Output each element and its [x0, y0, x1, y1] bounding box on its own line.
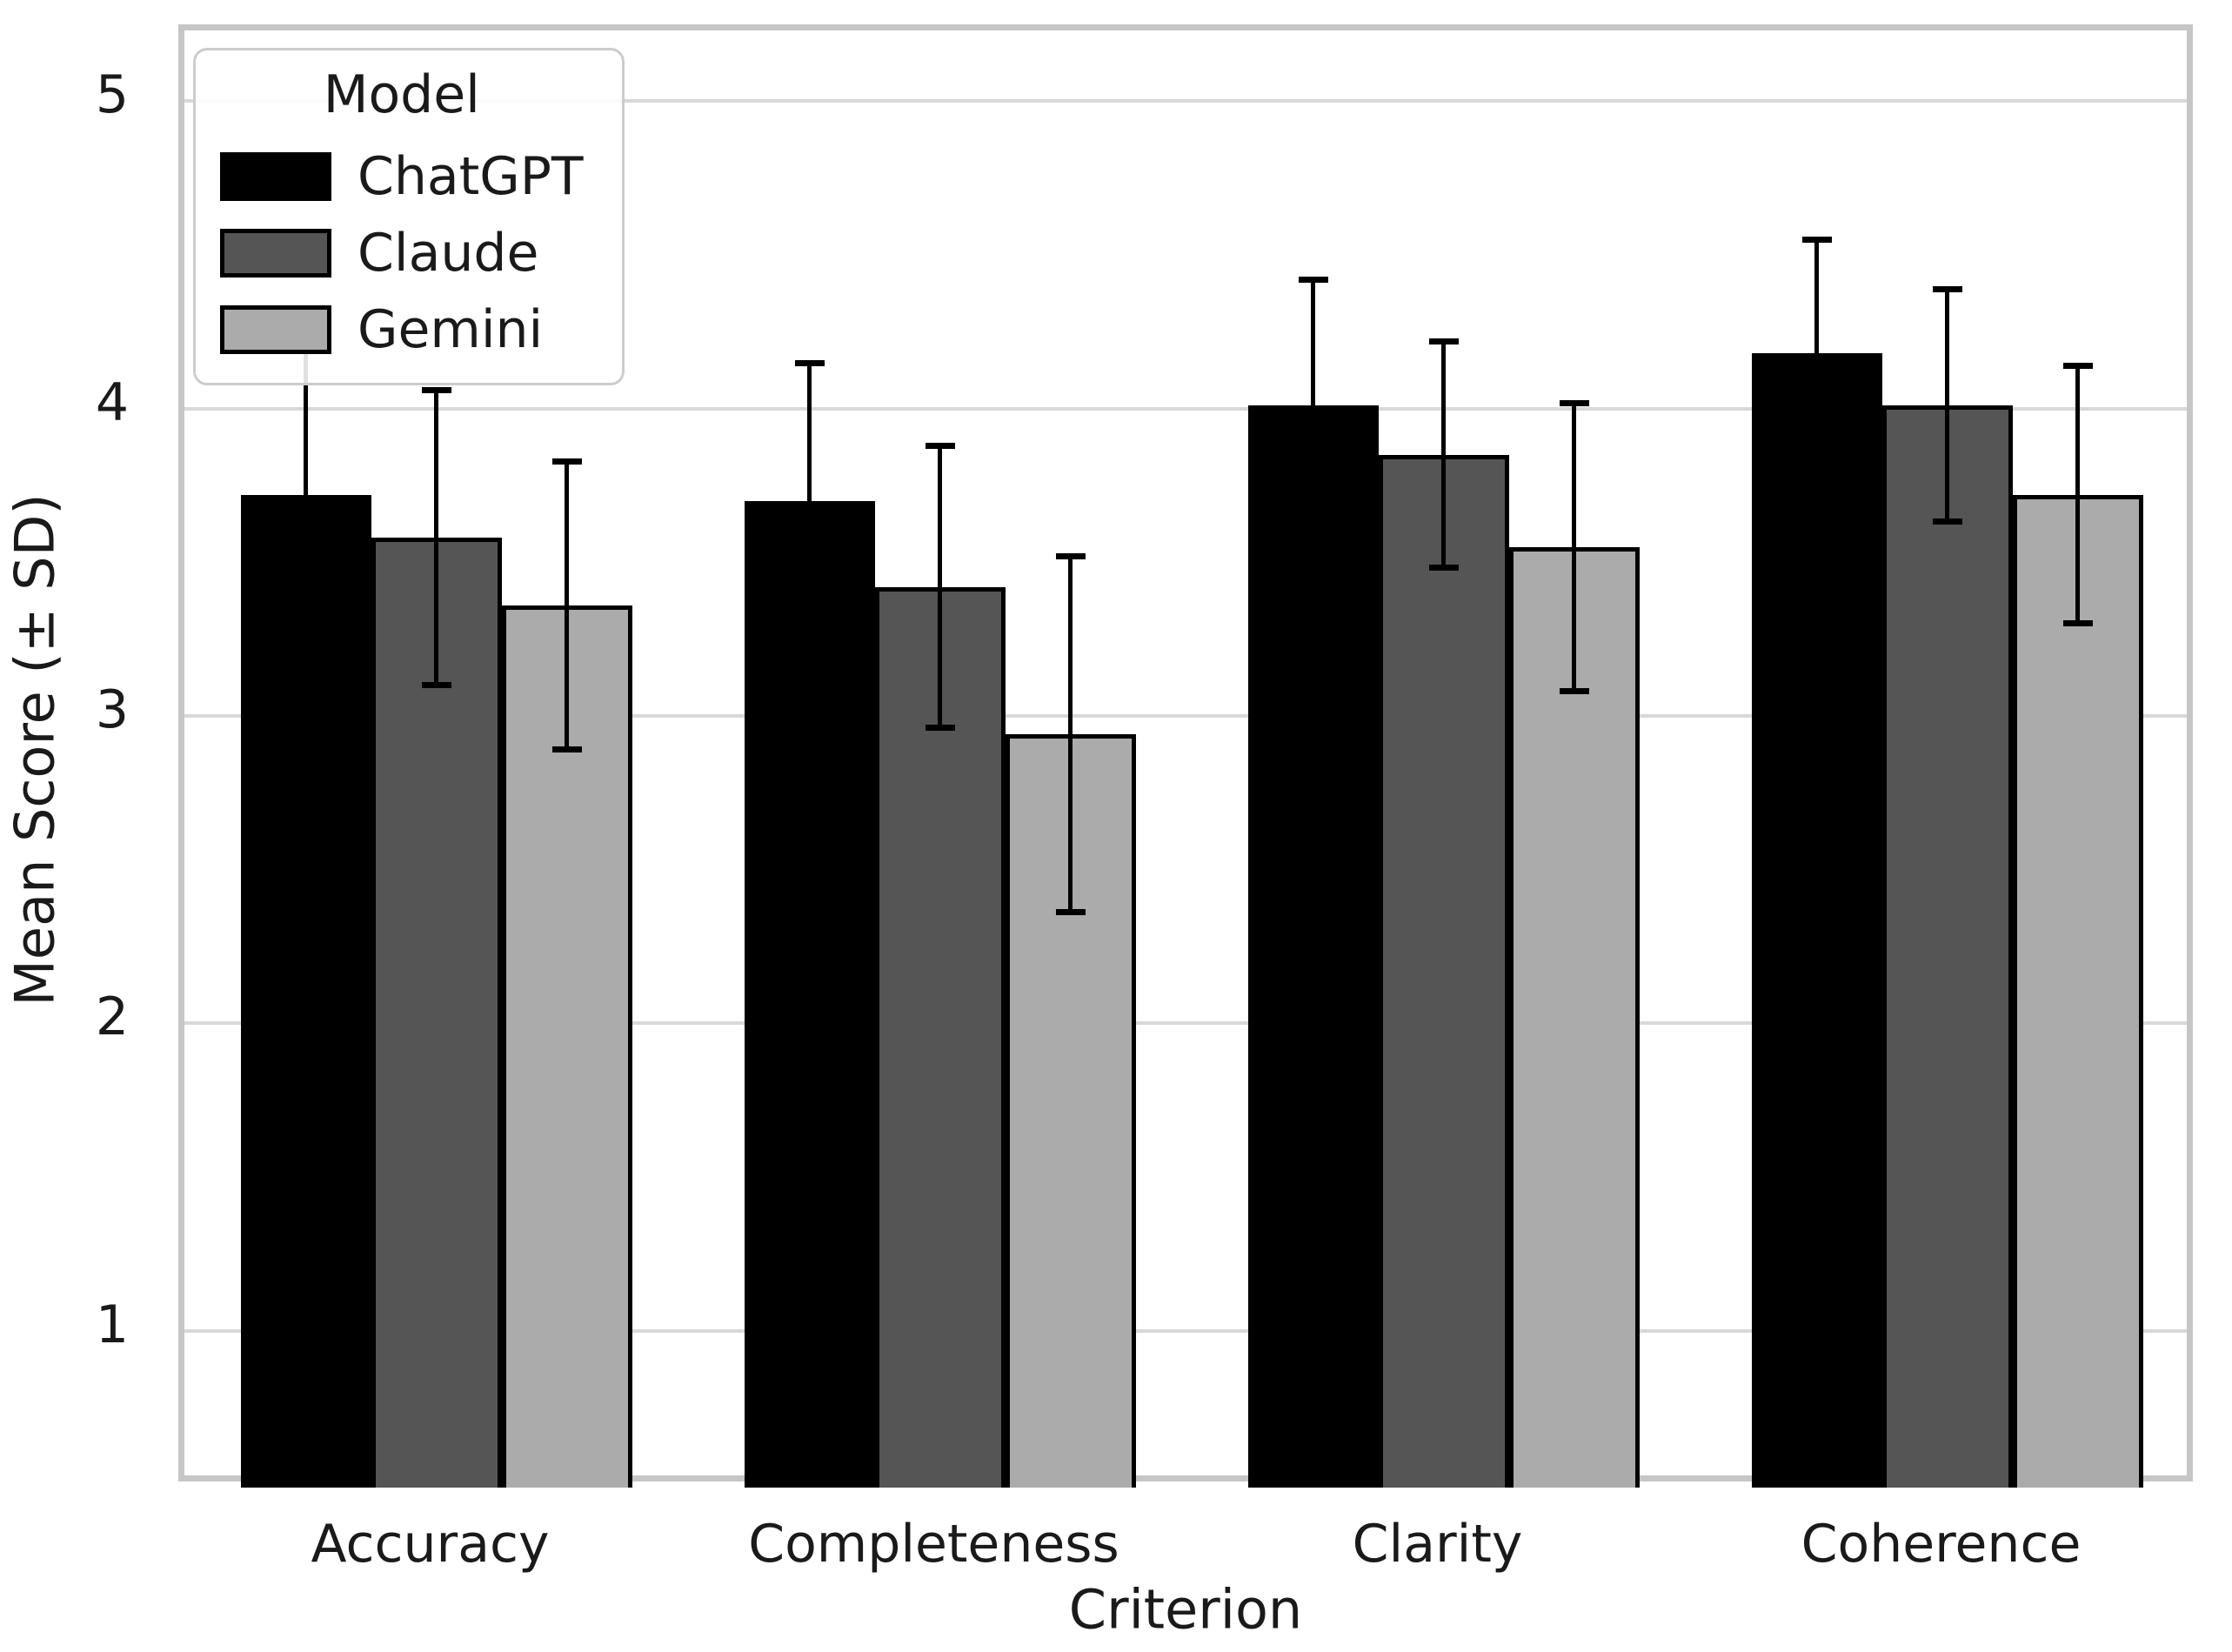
bar: [874, 586, 1006, 1488]
error-bar: [1441, 340, 1446, 569]
bar: [1751, 353, 1882, 1488]
legend-entries: ChatGPT Claude Gemini: [220, 150, 584, 357]
bar: [1881, 405, 2013, 1488]
legend-swatch: [220, 229, 331, 278]
gridline: [184, 714, 2187, 719]
x-tick-label: Clarity: [1352, 1514, 1523, 1575]
gridline: [184, 1021, 2187, 1026]
error-bar: [304, 350, 308, 639]
y-tick-label: 1: [95, 1294, 129, 1355]
error-bar-cap-top: [1055, 553, 1086, 560]
error-bar-cap-bottom: [291, 635, 321, 642]
error-bar-cap-bottom: [1298, 528, 1328, 534]
error-bar-cap-bottom: [1801, 463, 1832, 470]
bar: [1508, 546, 1640, 1488]
bar: [240, 494, 371, 1488]
legend-entry: Claude: [220, 226, 584, 280]
error-bar: [1311, 279, 1315, 532]
gridline: [184, 1328, 2187, 1333]
y-axis-label: Mean Score (± SD): [3, 493, 67, 1007]
error-bar: [1572, 402, 1576, 692]
error-bar-cap-bottom: [2062, 620, 2093, 626]
error-bar-cap-bottom: [421, 681, 451, 688]
error-bar-cap-top: [1298, 277, 1328, 284]
legend-swatch: [220, 152, 331, 201]
error-bar: [807, 362, 812, 639]
bar: [1378, 454, 1509, 1488]
error-bar-cap-bottom: [1055, 909, 1086, 916]
error-bar-cap-top: [1428, 338, 1459, 344]
legend-entry-label: Gemini: [358, 299, 544, 360]
error-bar: [565, 460, 569, 750]
legend-swatch: [220, 305, 331, 354]
y-tick-label: 4: [95, 371, 129, 433]
error-bar: [1945, 288, 1949, 523]
error-bar-cap-bottom: [1559, 687, 1589, 694]
error-bar-cap-bottom: [551, 746, 582, 752]
legend-entry-label: Claude: [358, 223, 539, 284]
bar: [1247, 405, 1379, 1488]
error-bar-cap-top: [1932, 285, 1962, 292]
error-bar-cap-bottom: [794, 635, 825, 642]
x-axis-label: Criterion: [1068, 1577, 1303, 1642]
error-bar-cap-bottom: [925, 725, 955, 732]
bar: [744, 500, 875, 1488]
error-bar-cap-top: [1559, 399, 1589, 406]
error-bar-cap-top: [2062, 363, 2093, 370]
gridline: [184, 406, 2187, 411]
x-tick-label: Accuracy: [311, 1514, 550, 1575]
legend-entry: Gemini: [220, 303, 584, 357]
gridline: [184, 99, 2187, 104]
legend-entry: ChatGPT: [220, 150, 584, 204]
error-bar-cap-top: [551, 458, 582, 465]
error-bar-cap-top: [421, 387, 451, 394]
legend-title: Model: [323, 64, 480, 125]
y-tick-label: 3: [95, 679, 129, 741]
y-tick-label: 5: [95, 64, 129, 126]
error-bar-cap-top: [1801, 237, 1832, 244]
error-bar: [2075, 365, 2080, 624]
legend: Model ChatGPT Claude Gemini: [193, 48, 625, 385]
x-tick-label: Coherence: [1801, 1514, 2082, 1575]
plot-area: Model ChatGPT Claude Gemini: [178, 24, 2193, 1488]
error-bar-cap-top: [794, 359, 825, 366]
error-bar-cap-top: [925, 443, 955, 450]
error-bar-cap-bottom: [1428, 565, 1459, 572]
error-bar: [1814, 239, 1819, 467]
y-tick-label: 2: [95, 987, 129, 1048]
legend-entry-label: ChatGPT: [358, 146, 584, 207]
x-tick-label: Completeness: [748, 1514, 1119, 1575]
error-bar-cap-bottom: [1932, 518, 1962, 525]
error-bar: [938, 445, 942, 729]
error-bar: [434, 390, 438, 686]
bar: [2012, 494, 2143, 1488]
error-bar: [1068, 556, 1073, 913]
